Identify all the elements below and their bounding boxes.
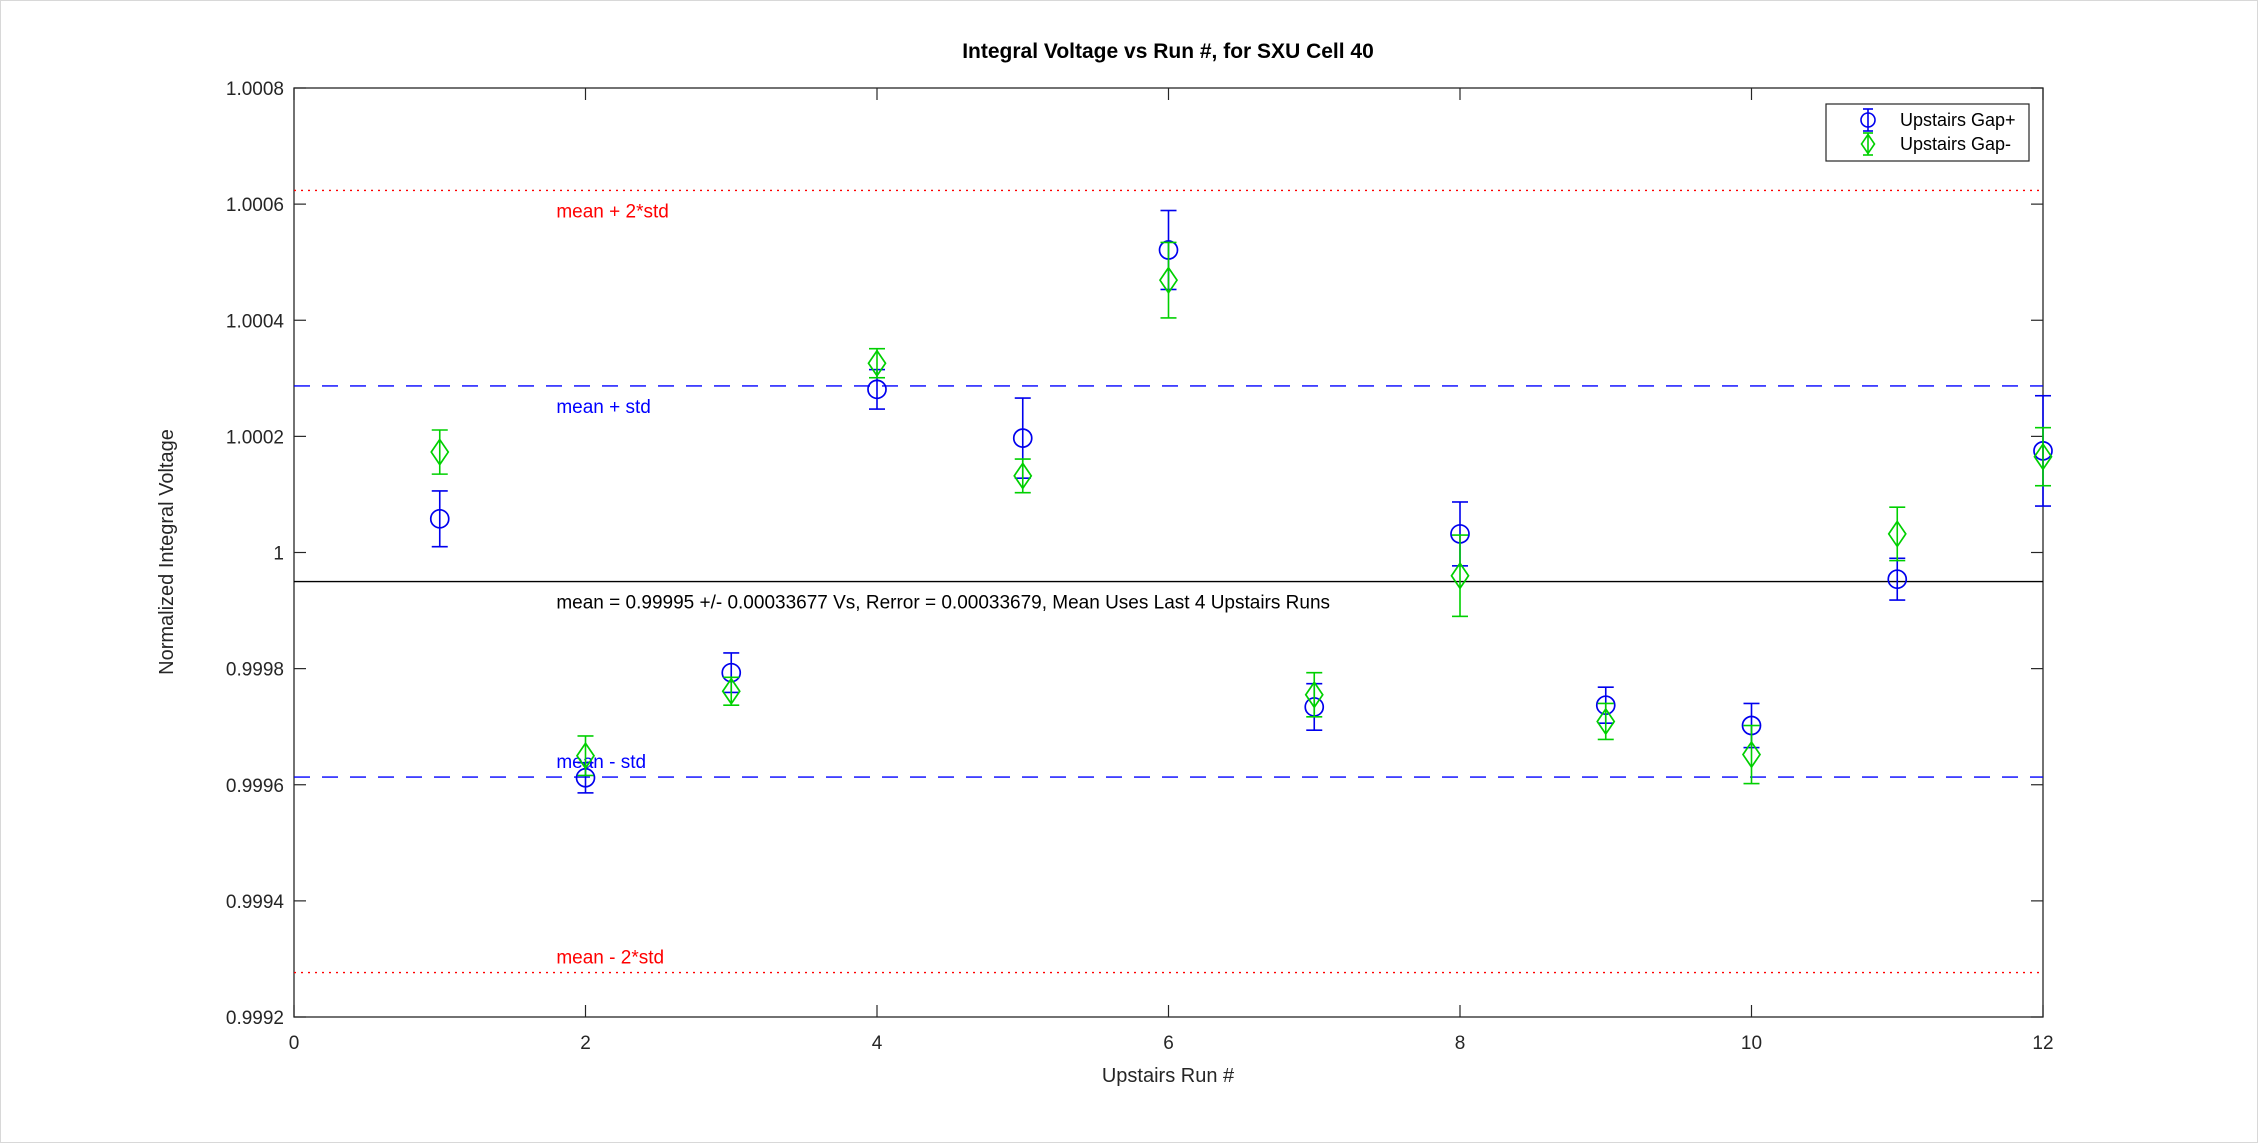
circle-marker [867, 379, 887, 400]
diamond-marker [1304, 680, 1324, 709]
legend-entry-upstairs-gap-plus [1860, 108, 1876, 132]
errorbar-point [575, 735, 596, 777]
x-tick-label: 12 [2032, 1033, 2053, 1054]
mean-plus-2std-label: mean + 2*std [556, 201, 669, 222]
diamond-marker [430, 438, 450, 467]
errorbar-point [1887, 506, 1907, 562]
chart-title: Integral Voltage vs Run #, for SXU Cell … [962, 40, 1374, 63]
diamond-marker [1887, 519, 1907, 548]
errorbar-point [1887, 557, 1908, 601]
y-tick-label: 0.9998 [226, 660, 284, 681]
y-tick-label: 0.9992 [226, 1008, 284, 1029]
errorbar-point [1596, 702, 1616, 741]
errorbar-point [721, 676, 741, 707]
legend-diamond-marker [1860, 133, 1876, 155]
mean-minus-std-label: mean - std [556, 752, 646, 773]
x-tick-label: 10 [1741, 1033, 1762, 1054]
circle-marker [1012, 428, 1033, 448]
mean-plus-std-label: mean + std [556, 397, 651, 418]
diamond-marker [1013, 461, 1033, 490]
errorbar-point [1304, 671, 1324, 718]
x-tick-label: 8 [1455, 1033, 1466, 1054]
plot-layer: mean + 2*std mean + std mean = 0.99995 +/-… [226, 79, 2054, 1054]
diamond-marker [1450, 561, 1470, 590]
errorbar-point [1158, 241, 1179, 319]
errorbar-point [1741, 724, 1762, 785]
errorbar-point [867, 347, 887, 379]
errorbar-point [1450, 534, 1470, 618]
legend-box [1825, 103, 2030, 162]
mean-label: mean = 0.99995 +/- 0.00033677 Vs, Rerror… [556, 593, 1330, 614]
x-axis-label: Upstairs Run # [1102, 1065, 1235, 1087]
series-upstairs-gap-minus [430, 241, 2053, 785]
x-tick-label: 2 [580, 1033, 591, 1054]
errorbar-point [1013, 458, 1033, 494]
y-tick-label: 1.0006 [226, 195, 284, 216]
diamond-marker [721, 677, 741, 706]
x-tick-label: 6 [1163, 1033, 1174, 1054]
circle-marker [1887, 569, 1908, 590]
diamond-marker [2033, 442, 2053, 471]
legend-label: Upstairs Gap+ [1900, 110, 2016, 130]
y-tick-label: 1.0002 [226, 427, 284, 448]
diamond-marker [867, 349, 887, 378]
errorbar-point [867, 368, 887, 410]
y-tick-label: 1.0004 [226, 311, 285, 332]
mean-minus-2std-label: mean - 2*std [556, 948, 664, 969]
series-upstairs-gap-plus [429, 209, 2053, 794]
errorbar-point [430, 429, 450, 475]
diamond-marker [1741, 740, 1762, 769]
errorbar-point [429, 490, 450, 548]
diamond-marker [1158, 266, 1179, 295]
y-tick-label: 1 [273, 544, 284, 565]
legend: Upstairs Gap+ Upstairs Gap- [1825, 103, 2030, 162]
errorbar-point [2033, 426, 2053, 487]
x-tick-label: 0 [289, 1033, 300, 1054]
y-axis-label: Normalized Integral Voltage [156, 429, 178, 675]
legend-entry-upstairs-gap-minus [1860, 132, 1876, 156]
circle-marker [429, 508, 450, 529]
diamond-marker [1596, 707, 1616, 736]
y-tick-label: 0.9996 [226, 776, 284, 797]
legend-label: Upstairs Gap- [1900, 134, 2011, 154]
y-tick-label: 1.0008 [226, 79, 284, 100]
diamond-marker [575, 741, 596, 770]
y-tick-label: 0.9994 [226, 892, 285, 913]
x-tick-label: 4 [872, 1033, 883, 1054]
legend-circle-marker [1860, 112, 1876, 128]
